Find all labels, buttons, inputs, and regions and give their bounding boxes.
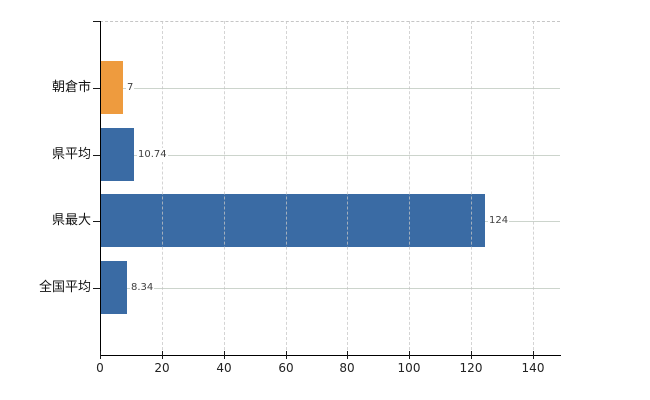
- bar-1: [101, 61, 123, 114]
- category-gridline: [100, 88, 560, 89]
- x-axis-tick: [224, 351, 225, 359]
- x-axis-tick: [347, 351, 348, 359]
- bar-4: [101, 261, 127, 314]
- x-tick-label: 40: [216, 361, 232, 375]
- bar-value-label: 7: [126, 81, 135, 95]
- x-axis-tick: [286, 351, 287, 359]
- x-gridline: [162, 21, 163, 355]
- bar-value-label: 10.74: [137, 148, 168, 162]
- x-gridline: [286, 21, 287, 355]
- x-axis: [100, 355, 561, 356]
- bar-2: [101, 128, 134, 181]
- category-label: 朝倉市: [51, 80, 91, 95]
- category-label: 全国平均: [38, 280, 91, 295]
- y-axis-tick: [93, 221, 100, 222]
- x-tick-label: 0: [96, 361, 104, 375]
- bar-value-label: 8.34: [130, 281, 155, 295]
- x-tick-label: 100: [397, 361, 421, 375]
- x-gridline: [224, 21, 225, 355]
- y-axis-tick: [93, 155, 100, 156]
- category-gridline: [100, 288, 560, 289]
- x-axis-tick: [533, 351, 534, 359]
- x-gridline: [471, 21, 472, 355]
- x-gridline: [347, 21, 348, 355]
- y-axis-tick: [93, 288, 100, 289]
- category-label: 県最大: [51, 213, 91, 228]
- x-tick-label: 120: [459, 361, 483, 375]
- x-tick-label: 140: [521, 361, 545, 375]
- y-axis-top-tick: [93, 21, 100, 22]
- bar-3: [101, 194, 485, 247]
- x-axis-tick: [409, 351, 410, 359]
- x-axis-tick: [100, 351, 101, 359]
- y-axis: [100, 21, 101, 356]
- y-axis-tick: [93, 88, 100, 89]
- category-gridline: [100, 155, 560, 156]
- category-label: 県平均: [51, 147, 91, 162]
- x-tick-label: 80: [339, 361, 355, 375]
- x-gridline: [533, 21, 534, 355]
- x-axis-tick: [471, 351, 472, 359]
- plot-top-border: [100, 21, 560, 22]
- x-tick-label: 60: [278, 361, 294, 375]
- bar-value-label: 124: [488, 214, 510, 228]
- x-gridline: [409, 21, 410, 355]
- x-axis-tick: [162, 351, 163, 359]
- x-tick-label: 20: [154, 361, 170, 375]
